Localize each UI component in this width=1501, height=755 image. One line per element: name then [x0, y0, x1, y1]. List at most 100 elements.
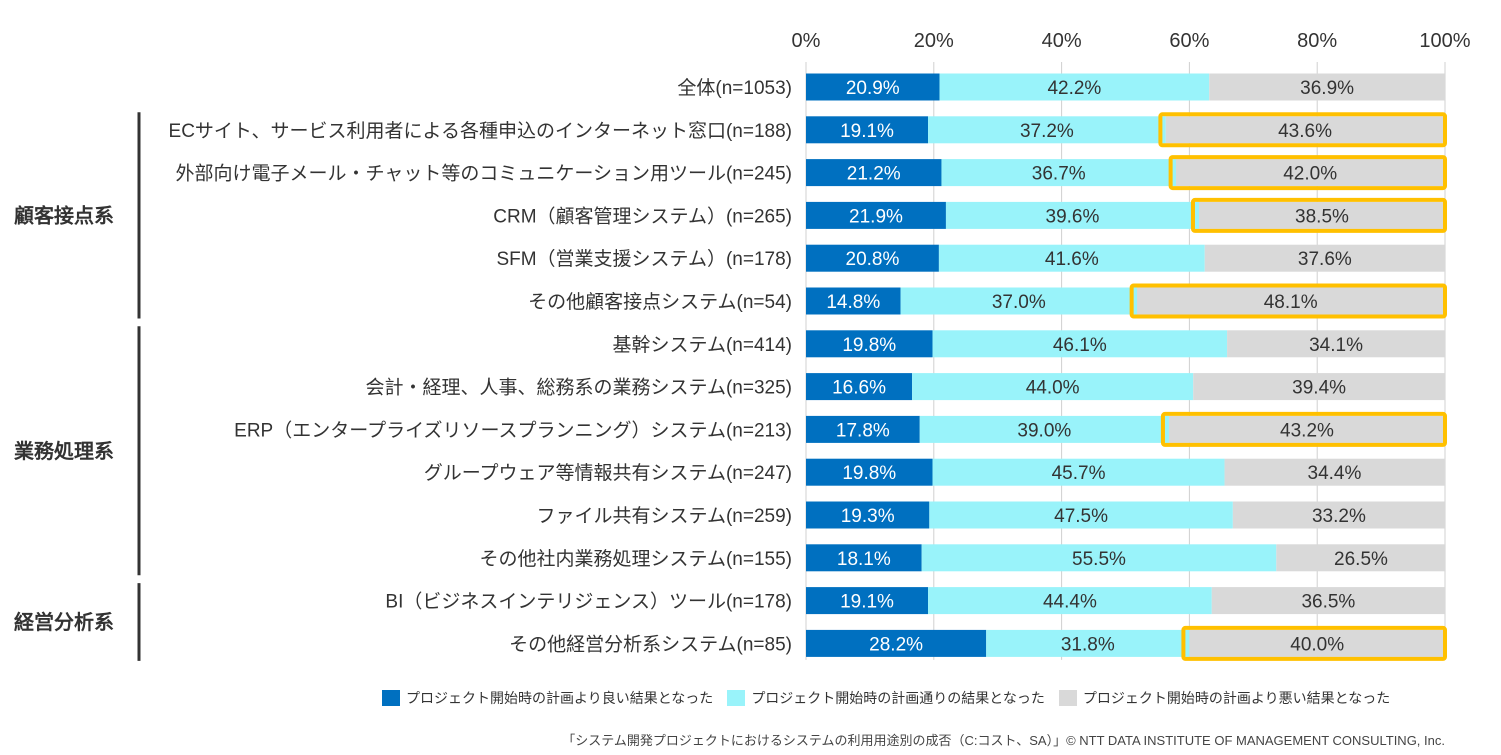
x-tick-label: 80% — [1297, 30, 1337, 52]
data-label: 19.3% — [841, 506, 895, 527]
bar-segment — [1168, 415, 1445, 443]
category-label: グループウェア等情報共有システム(n=247) — [424, 462, 792, 484]
bar-segment — [928, 587, 1212, 615]
data-label: 17.8% — [836, 420, 890, 441]
category-label: その他経営分析系システム(n=85) — [509, 633, 792, 655]
category-label: ファイル共有システム(n=259) — [537, 505, 792, 527]
data-label: 42.2% — [1047, 78, 1101, 99]
bar-segment — [1137, 287, 1445, 315]
data-label: 48.1% — [1264, 292, 1318, 313]
data-label: 21.9% — [849, 206, 903, 227]
bar-segment — [928, 116, 1166, 144]
data-label: 31.8% — [1061, 634, 1115, 655]
data-label: 45.7% — [1052, 463, 1106, 484]
x-tick-label: 100% — [1419, 30, 1470, 52]
bar-segment — [919, 415, 1169, 443]
highlight-box — [1190, 197, 1447, 233]
bar-segment — [1276, 544, 1446, 572]
bar-segment — [806, 629, 987, 657]
bar-segment — [1175, 159, 1445, 187]
bar-segment — [806, 587, 929, 615]
legend-item: プロジェクト開始時の計画通りの結果となった — [727, 688, 1045, 708]
group-label: 顧客接点系 — [14, 203, 114, 227]
data-label: 34.4% — [1308, 463, 1362, 484]
source-footer: 「システム開発プロジェクトにおけるシステムの利用用途別の成否（C:コスト、SA）… — [562, 733, 1445, 748]
bar-segment — [1232, 501, 1445, 529]
bar-segment — [1227, 330, 1445, 358]
legend: プロジェクト開始時の計画より良い結果となった プロジェクト開始時の計画通りの結果… — [382, 688, 1390, 708]
data-label: 39.6% — [1046, 206, 1100, 227]
data-label: 34.1% — [1309, 335, 1363, 356]
legend-item: プロジェクト開始時の計画より良い結果となった — [382, 688, 713, 708]
highlight-box — [1160, 411, 1448, 447]
data-label: 44.4% — [1043, 592, 1097, 613]
bar-segment — [1165, 116, 1445, 144]
data-label: 19.8% — [842, 463, 896, 484]
x-tick-label: 20% — [914, 30, 954, 52]
bar-segment — [1198, 201, 1445, 229]
category-label: ECサイト、サービス利用者による各種申込のインターネット窓口(n=188) — [169, 120, 792, 142]
group-label: 業務処理系 — [14, 439, 114, 463]
bar-segment — [1209, 73, 1445, 101]
data-label: 41.6% — [1045, 249, 1099, 270]
bar-segment — [912, 373, 1194, 401]
data-label: 21.2% — [847, 164, 901, 185]
data-label: 36.7% — [1032, 164, 1086, 185]
x-tick-label: 0% — [792, 30, 821, 52]
bar-segment — [900, 287, 1138, 315]
bar-segment — [806, 159, 942, 187]
data-label: 20.9% — [846, 78, 900, 99]
highlight-box — [1158, 112, 1447, 148]
data-label: 37.2% — [1020, 121, 1074, 142]
legend-swatch — [727, 690, 746, 706]
bar-segment — [806, 544, 922, 572]
category-label: 全体(n=1053) — [677, 77, 792, 99]
x-tick-label: 40% — [1042, 30, 1082, 52]
category-label: その他社内業務処理システム(n=155) — [480, 548, 792, 570]
data-label: 40.0% — [1290, 634, 1344, 655]
highlight-box — [1129, 283, 1447, 319]
highlight-box — [1168, 155, 1447, 191]
category-label: その他顧客接点システム(n=54) — [528, 291, 792, 313]
bar-segment — [806, 415, 920, 443]
category-label: BI（ビジネスインテリジェンス）ツール(n=178) — [385, 591, 792, 613]
data-label: 36.5% — [1301, 592, 1355, 613]
data-label: 33.2% — [1312, 506, 1366, 527]
legend-swatch — [1058, 690, 1077, 706]
bar-segment — [921, 544, 1277, 572]
bar-segment — [806, 287, 901, 315]
category-label: 外部向け電子メール・チャット等のコミュニケーション用ツール(n=245) — [176, 163, 792, 185]
bar-segment — [1193, 373, 1445, 401]
bar-segment — [806, 458, 933, 486]
bar-segment — [806, 201, 946, 229]
data-label: 39.4% — [1292, 378, 1346, 399]
data-label: 44.0% — [1026, 378, 1080, 399]
legend-label: プロジェクト開始時の計画より悪い結果となった — [1082, 690, 1391, 706]
bar-segment — [806, 330, 933, 358]
bar-segment — [806, 501, 930, 529]
data-label: 55.5% — [1072, 549, 1126, 570]
bar-segment — [986, 629, 1190, 657]
bar-segment — [938, 244, 1205, 272]
data-label: 19.1% — [840, 121, 894, 142]
data-label: 37.0% — [992, 292, 1046, 313]
data-label: 26.5% — [1334, 549, 1388, 570]
legend-swatch — [382, 690, 400, 706]
bar-segment — [806, 244, 939, 272]
data-label: 42.0% — [1283, 164, 1337, 185]
data-label: 28.2% — [869, 634, 923, 655]
bar-segment — [941, 159, 1176, 187]
data-label: 19.1% — [840, 592, 894, 613]
data-label: 37.6% — [1298, 249, 1352, 270]
bar-segment — [1211, 587, 1445, 615]
data-label: 20.8% — [846, 249, 900, 270]
bar-segment — [929, 501, 1233, 529]
data-label: 43.6% — [1278, 121, 1332, 142]
bar-segment — [806, 116, 929, 144]
bar-segment — [806, 373, 913, 401]
data-label: 46.1% — [1053, 335, 1107, 356]
data-label: 18.1% — [837, 549, 891, 570]
bar-segment — [1189, 629, 1445, 657]
